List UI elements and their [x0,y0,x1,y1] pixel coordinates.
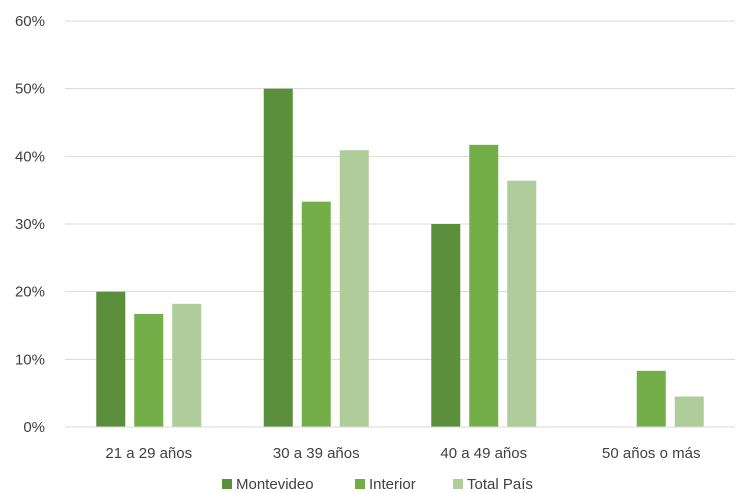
gridlines [65,20,735,360]
x-tick-label: 21 a 29 años [105,445,192,462]
legend-label: Montevideo [236,476,314,493]
bar-montevideo-0 [96,291,126,427]
bar-interior-3 [636,370,666,427]
bar-montevideo-2 [431,224,461,427]
y-tick-label: 30% [15,216,45,233]
x-tick-label: 50 años o más [602,445,700,462]
bars [96,88,704,428]
x-tick-label: 30 a 39 años [273,445,360,462]
bar-total-pais-0 [172,303,202,427]
bar-total-pais-1 [339,150,369,427]
y-tick-label: 60% [15,13,45,30]
x-tick-label: 40 a 49 años [440,445,527,462]
bar-montevideo-1 [263,88,293,428]
legend-swatch-2 [453,479,463,489]
legend-label: Total País [467,476,533,493]
bar-interior-2 [469,144,499,427]
legend-swatch-0 [222,479,232,489]
y-axis-labels: 0% 10% 20% 30% 40% 50% 60% [15,13,45,436]
legend-label: Interior [369,476,416,493]
y-tick-label: 50% [15,81,45,98]
legend-swatch-1 [355,479,365,489]
y-tick-label: 20% [15,284,45,301]
x-axis-labels: 21 a 29 años 30 a 39 años 40 a 49 años 50 a… [105,445,700,462]
y-tick-label: 0% [23,419,45,436]
bar-total-pais-3 [674,396,704,427]
legend: Montevideo Interior Total País [222,476,533,493]
y-tick-label: 10% [15,351,45,368]
bar-interior-1 [301,201,331,427]
bar-total-pais-2 [507,180,537,427]
bar-interior-0 [134,313,164,427]
y-tick-label: 40% [15,148,45,165]
